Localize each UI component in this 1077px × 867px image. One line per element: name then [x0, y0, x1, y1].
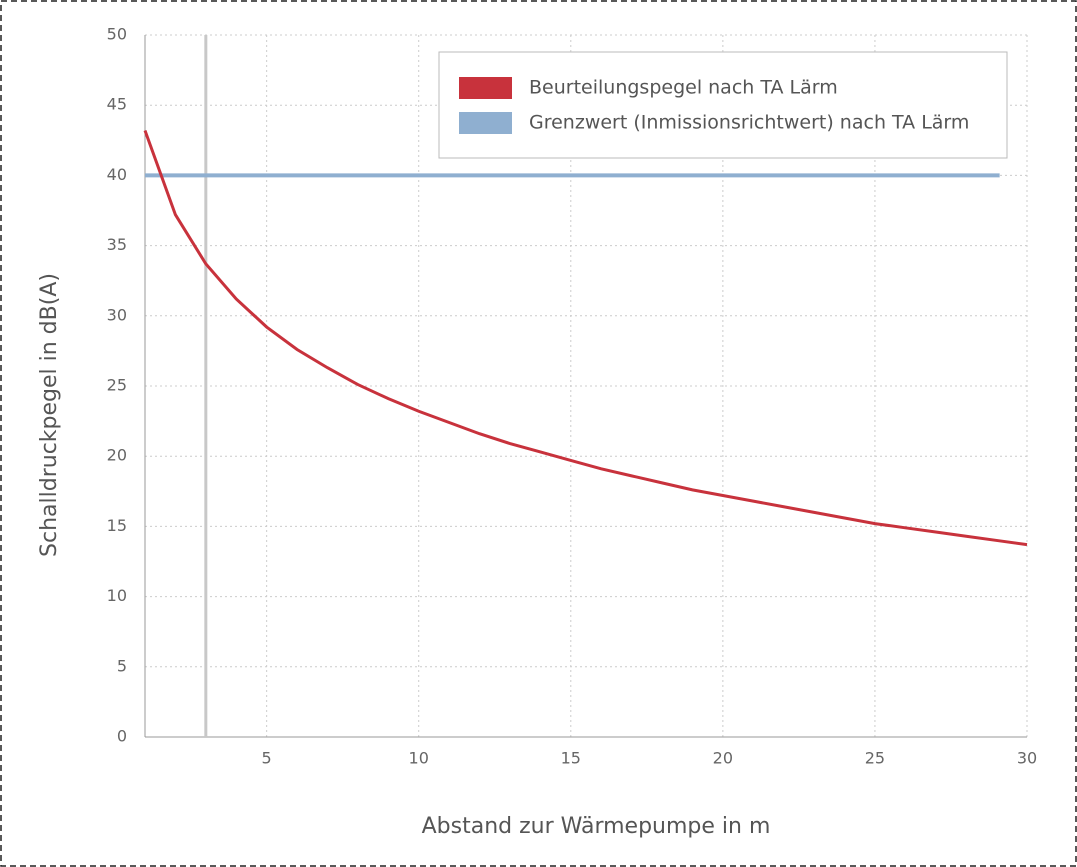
- y-tick-label: 20: [107, 446, 127, 465]
- x-tick-label: 30: [1017, 749, 1037, 768]
- y-axis-label: Schalldruckpegel in dB(A): [37, 273, 62, 557]
- y-tick-label: 30: [107, 305, 127, 324]
- y-tick-label: 25: [107, 376, 127, 395]
- legend-swatch: [459, 77, 512, 99]
- x-axis-label: Abstand zur Wärmepumpe in m: [422, 814, 771, 839]
- y-tick-label: 40: [107, 165, 127, 184]
- legend-box: [438, 51, 1008, 159]
- legend-label: Grenzwert (Inmissionsrichtwert) nach TA …: [529, 112, 969, 134]
- series-line: [143, 129, 1028, 547]
- legend-swatch: [459, 112, 512, 134]
- y-tick-label: 15: [107, 516, 127, 535]
- x-tick-label: 5: [262, 749, 272, 768]
- x-tick-label: 25: [865, 749, 885, 768]
- y-tick-label: 0: [117, 727, 127, 746]
- y-tick-label: 10: [107, 586, 127, 605]
- y-tick-label: 5: [117, 656, 127, 675]
- y-tick-label: 50: [107, 25, 127, 44]
- legend-label: Beurteilungspegel nach TA Lärm: [529, 77, 838, 99]
- y-tick-label: 35: [107, 235, 127, 254]
- x-tick-label: 20: [713, 749, 733, 768]
- y-tick-label: 45: [107, 95, 127, 114]
- x-tick-label: 15: [561, 749, 581, 768]
- x-tick-label: 10: [409, 749, 429, 768]
